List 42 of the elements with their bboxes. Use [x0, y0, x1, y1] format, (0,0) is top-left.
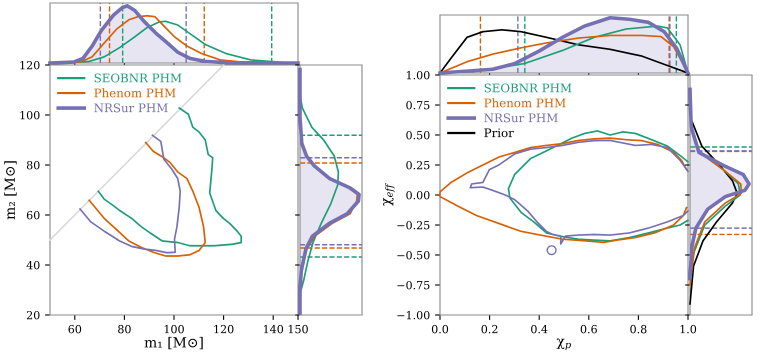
- y-tick-label: 0.50: [406, 130, 430, 140]
- y-tick-label: −1.00: [397, 310, 430, 320]
- x-tick-label: 0.6: [580, 324, 597, 334]
- y-tick-label: 0.00: [406, 190, 430, 200]
- line-series: [439, 137, 688, 244]
- y-tick-label: 60: [26, 210, 40, 220]
- y-axis-title: χ$_{eff}$: [383, 183, 395, 206]
- line-series: [79, 134, 182, 254]
- y-tick-label: 100: [20, 110, 40, 120]
- x-tick-label: 100: [164, 324, 184, 334]
- x-tick-label: 150: [288, 324, 308, 334]
- legend-label: SEOBNR PHM: [94, 73, 182, 82]
- x-axis-title: χ$_{p}$: [556, 338, 571, 350]
- y-tick-label: 0.25: [406, 160, 430, 170]
- text: Phenom PHM: [484, 98, 566, 108]
- x-tick-label: 0.2: [482, 324, 498, 334]
- y-tick-label: 1.00: [406, 70, 430, 80]
- x-tick-label: 140: [264, 324, 284, 334]
- y-tick-label: −0.75: [397, 280, 430, 290]
- y-tick-label: 20: [26, 310, 40, 320]
- x-tick-label: 80: [118, 324, 131, 334]
- legend-label: NRSur PHM: [94, 103, 168, 112]
- y-tick-label: 80: [26, 160, 40, 170]
- legend-label: Prior: [484, 128, 514, 138]
- x-axis-title: m₁ [M⊙]: [144, 336, 203, 350]
- legend-label: Phenom PHM: [94, 88, 176, 98]
- text: SEOBNR PHM: [484, 83, 572, 92]
- y-tick-label: 0.75: [406, 100, 430, 110]
- y-tick-label: 40: [26, 260, 40, 270]
- y-axis-title: m₂ [M⊙]: [4, 161, 17, 220]
- line-series: [469, 140, 689, 245]
- x-tick-label: 0.0: [432, 324, 448, 334]
- x-tick-label: 1.0: [680, 324, 696, 334]
- series-label: NRSur PHM: [484, 113, 558, 122]
- x-tick-label: 0.4: [531, 324, 548, 334]
- x-tick-label: 0.8: [630, 324, 646, 334]
- y-tick-label: −0.50: [397, 250, 430, 260]
- x-tick-label: 120: [214, 324, 234, 334]
- y-tick-label: −0.25: [397, 220, 430, 230]
- line-series: [88, 142, 206, 257]
- x-tick-label: 60: [68, 324, 82, 334]
- y-tick-label: 120: [20, 60, 40, 70]
